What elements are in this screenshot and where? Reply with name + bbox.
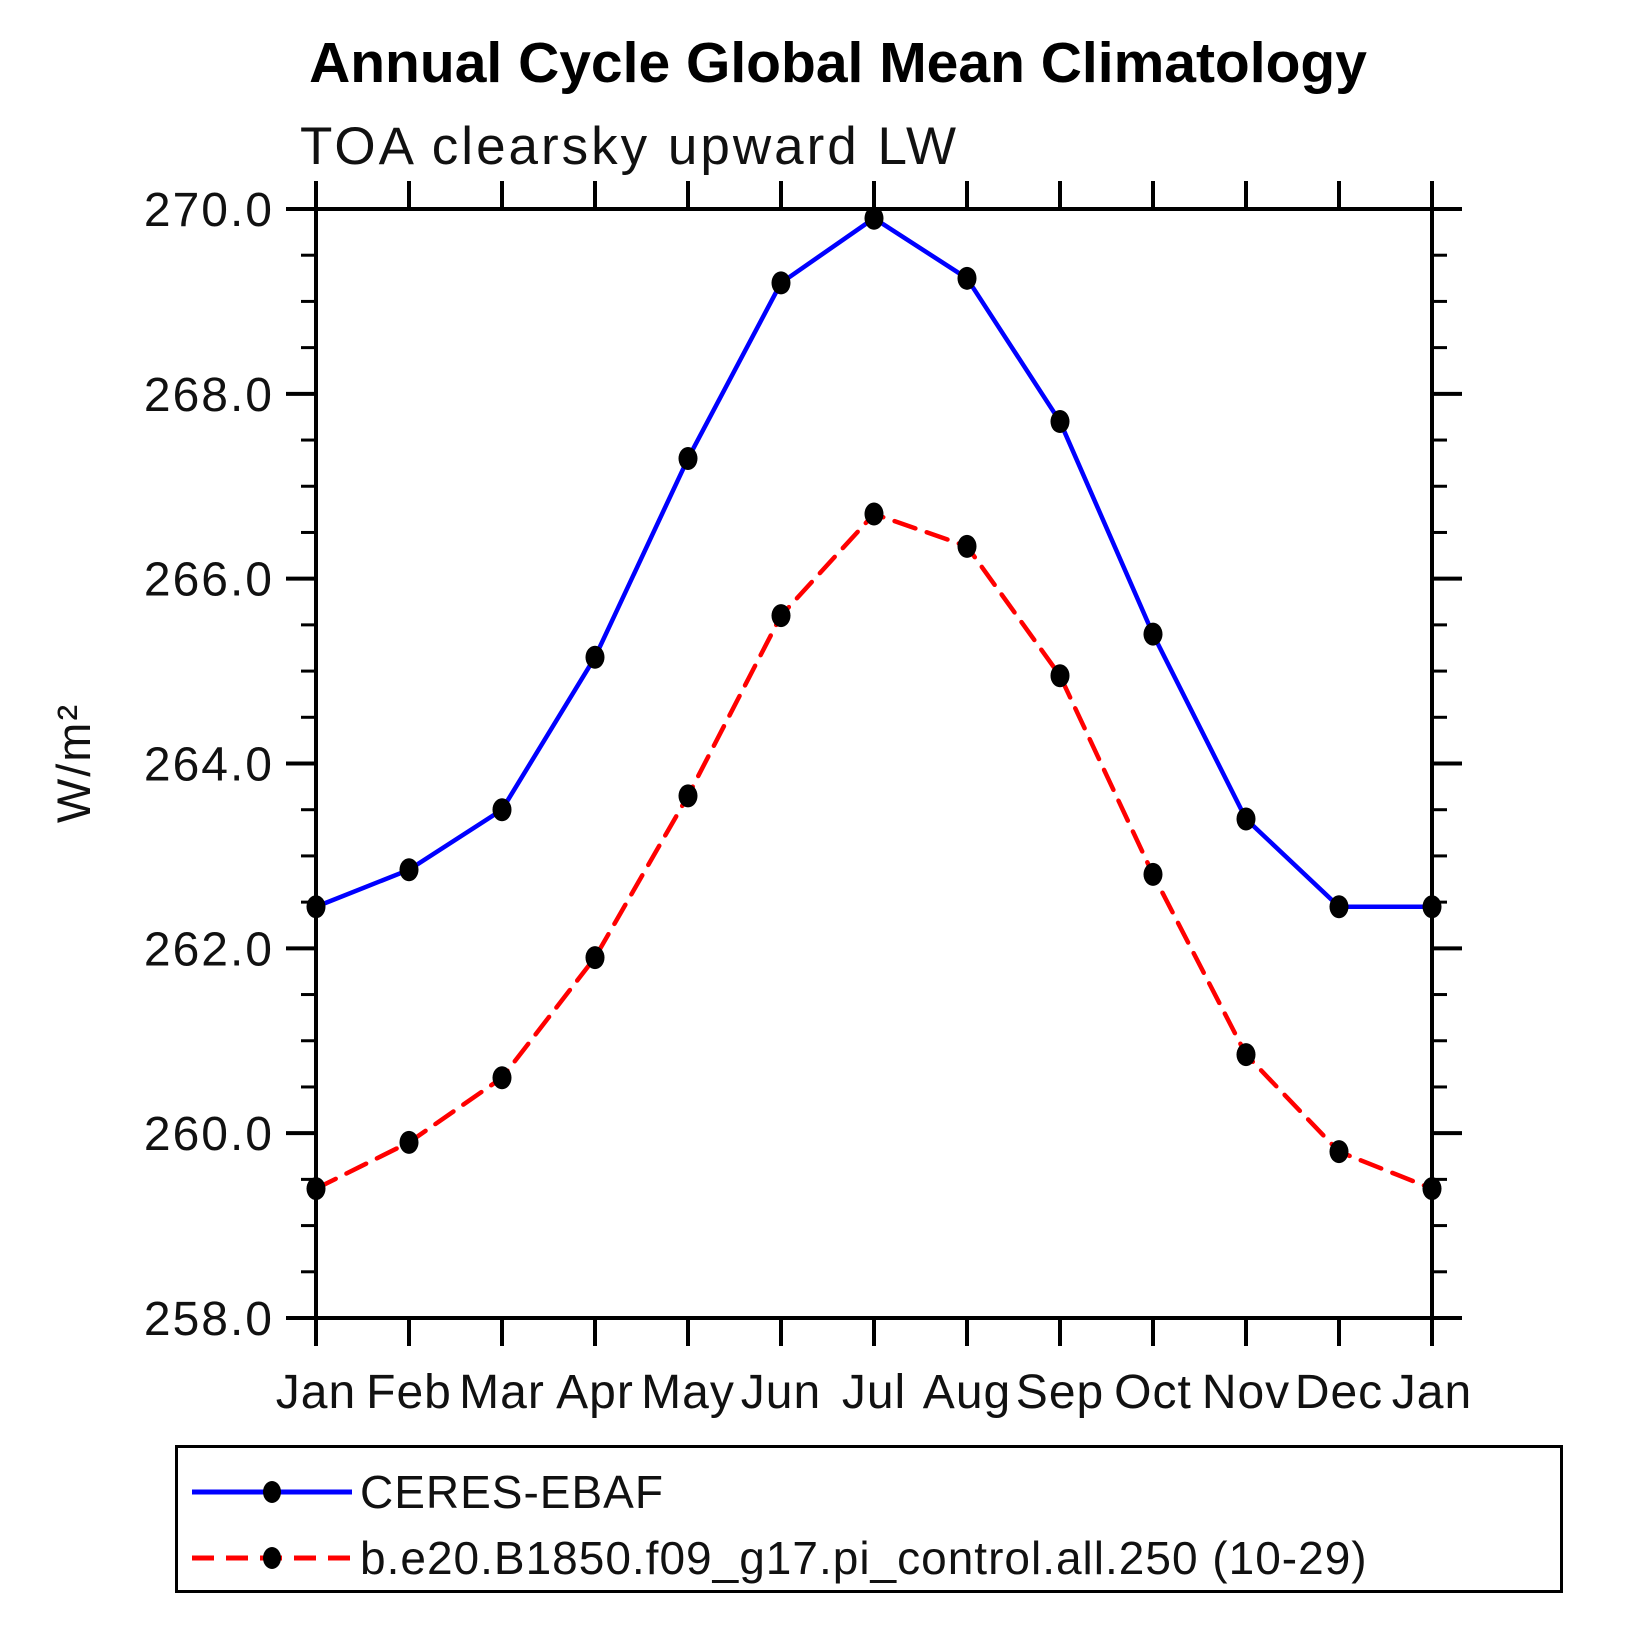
data-point-series1-Jun5 <box>771 604 791 628</box>
legend-label-ceres: CERES-EBAF <box>360 1466 664 1518</box>
data-point-series0-Jan0 <box>306 895 326 919</box>
data-point-series0-Sep8 <box>1050 410 1070 434</box>
month-label: Dec <box>1295 1366 1383 1419</box>
plot-frame <box>314 207 1434 1320</box>
chart-title: Annual Cycle Global Mean Climatology <box>309 31 1367 95</box>
data-point-series1-Jan12 <box>1422 1177 1442 1201</box>
data-point-series1-May4 <box>678 784 698 808</box>
data-point-series1-Dec11 <box>1329 1140 1349 1164</box>
month-label: Jul <box>842 1366 906 1419</box>
data-point-series0-Mar2 <box>492 798 512 822</box>
data-point-series1-Mar2 <box>492 1066 512 1090</box>
data-point-series1-Nov10 <box>1236 1043 1256 1067</box>
data-point-series1-Jul6 <box>864 502 884 526</box>
data-point-series0-Dec11 <box>1329 895 1349 919</box>
data-point-series0-Jun5 <box>771 271 791 295</box>
month-label: Nov <box>1202 1366 1290 1419</box>
y-tick-label: 268.0 <box>144 369 274 422</box>
chart-subtitle: TOA clearsky upward LW <box>300 117 960 176</box>
legend-sample-dashed-line-icon <box>192 1547 352 1569</box>
month-label: Jan <box>1392 1366 1472 1419</box>
y-tick-label: 270.0 <box>144 184 274 237</box>
data-point-series1-Jan0 <box>306 1177 326 1201</box>
month-label: Aug <box>923 1366 1011 1419</box>
data-point-series0-Jan12 <box>1422 895 1442 919</box>
month-label: Feb <box>366 1366 452 1419</box>
data-point-series1-Aug7 <box>957 534 977 558</box>
y-axis-label: W/m² <box>47 703 100 823</box>
data-point-series0-Jul6 <box>864 206 884 230</box>
month-label: Apr <box>556 1366 634 1419</box>
series-line-0 <box>313 215 1435 909</box>
data-point-series1-Sep8 <box>1050 664 1070 688</box>
y-tick-label: 258.0 <box>144 1293 274 1346</box>
month-label: Oct <box>1114 1366 1192 1419</box>
legend: CERES-EBAF b.e20.B1850.f09_g17.pi_contro… <box>175 1445 1563 1593</box>
data-point-series0-May4 <box>678 447 698 471</box>
data-point-series0-Apr3 <box>585 645 605 669</box>
y-tick-label: 266.0 <box>144 554 274 607</box>
legend-sample-solid-line-icon <box>192 1481 352 1503</box>
y-tick-label: 264.0 <box>144 739 274 792</box>
data-point-series1-Apr3 <box>585 946 605 970</box>
month-label: May <box>641 1366 735 1419</box>
data-point-series1-Oct9 <box>1143 862 1163 886</box>
month-label: Mar <box>459 1366 545 1419</box>
data-point-series0-Oct9 <box>1143 622 1163 646</box>
month-label: Jan <box>276 1366 356 1419</box>
series-line-1 <box>313 511 1435 1191</box>
legend-entry-ceres: CERES-EBAF <box>186 1464 664 1520</box>
y-tick-label: 260.0 <box>144 1108 274 1161</box>
data-point-series0-Nov10 <box>1236 807 1256 831</box>
data-point-series0-Feb1 <box>399 858 419 882</box>
y-tick-label: 262.0 <box>144 923 274 976</box>
legend-entry-model: b.e20.B1850.f09_g17.pi_control.all.250 (… <box>186 1530 1368 1586</box>
data-point-series1-Feb1 <box>399 1130 419 1154</box>
month-label: Sep <box>1016 1366 1104 1419</box>
month-label: Jun <box>741 1366 821 1419</box>
legend-label-model: b.e20.B1850.f09_g17.pi_control.all.250 (… <box>360 1532 1368 1584</box>
data-point-series0-Aug7 <box>957 266 977 290</box>
